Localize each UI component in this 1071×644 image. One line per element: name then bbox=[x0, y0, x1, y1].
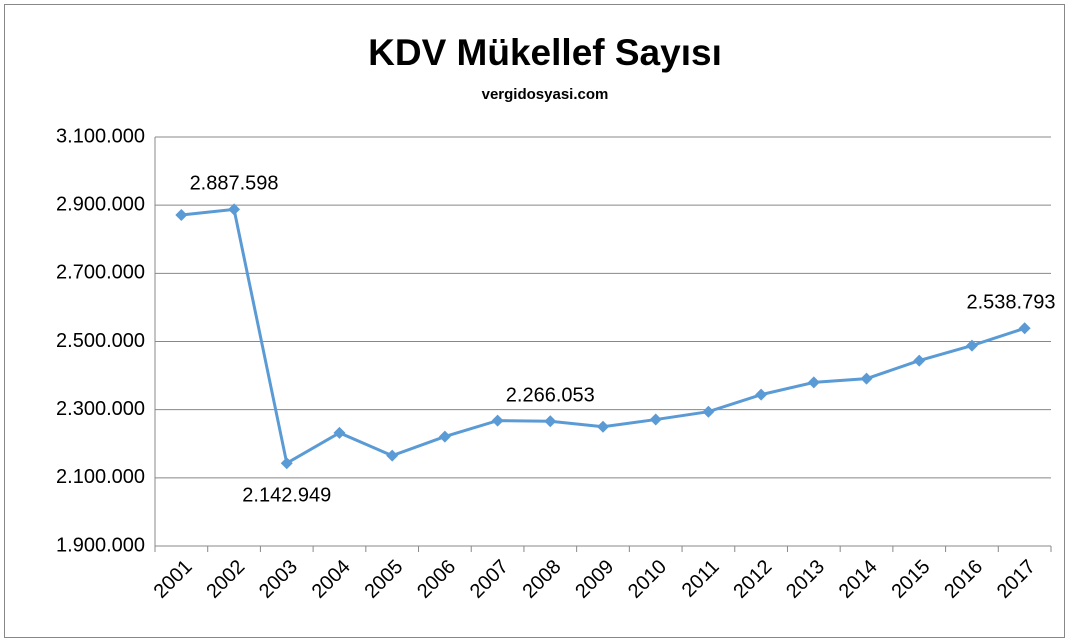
marker bbox=[280, 457, 293, 470]
marker bbox=[807, 376, 820, 389]
data-label: 2.142.949 bbox=[242, 484, 331, 506]
marker bbox=[913, 354, 926, 367]
chart-title: KDV Mükellef Sayısı bbox=[368, 32, 722, 73]
y-tick-label: 3.100.000 bbox=[56, 125, 145, 147]
y-tick-label: 2.300.000 bbox=[56, 398, 145, 420]
chart-border bbox=[4, 4, 1065, 638]
data-label: 2.266.053 bbox=[506, 385, 595, 407]
marker bbox=[333, 426, 346, 439]
marker bbox=[702, 405, 715, 418]
marker bbox=[175, 209, 188, 222]
chart-subtitle: vergidosyasi.com bbox=[482, 86, 609, 103]
marker bbox=[544, 415, 557, 428]
marker bbox=[1018, 322, 1031, 335]
y-tick-label: 2.700.000 bbox=[56, 262, 145, 284]
marker bbox=[649, 413, 662, 426]
data-label: 2.538.793 bbox=[967, 292, 1056, 314]
y-tick-label: 1.900.000 bbox=[56, 534, 145, 556]
marker bbox=[438, 430, 451, 443]
y-tick-label: 2.900.000 bbox=[56, 193, 145, 215]
marker bbox=[965, 339, 978, 352]
y-tick-label: 2.100.000 bbox=[56, 466, 145, 488]
marker bbox=[597, 420, 609, 433]
data-label: 2.887.598 bbox=[190, 173, 279, 195]
marker bbox=[386, 449, 399, 462]
marker bbox=[491, 414, 504, 427]
marker bbox=[228, 203, 241, 216]
marker bbox=[755, 388, 768, 401]
y-tick-label: 2.500.000 bbox=[56, 330, 145, 352]
marker bbox=[860, 372, 873, 385]
